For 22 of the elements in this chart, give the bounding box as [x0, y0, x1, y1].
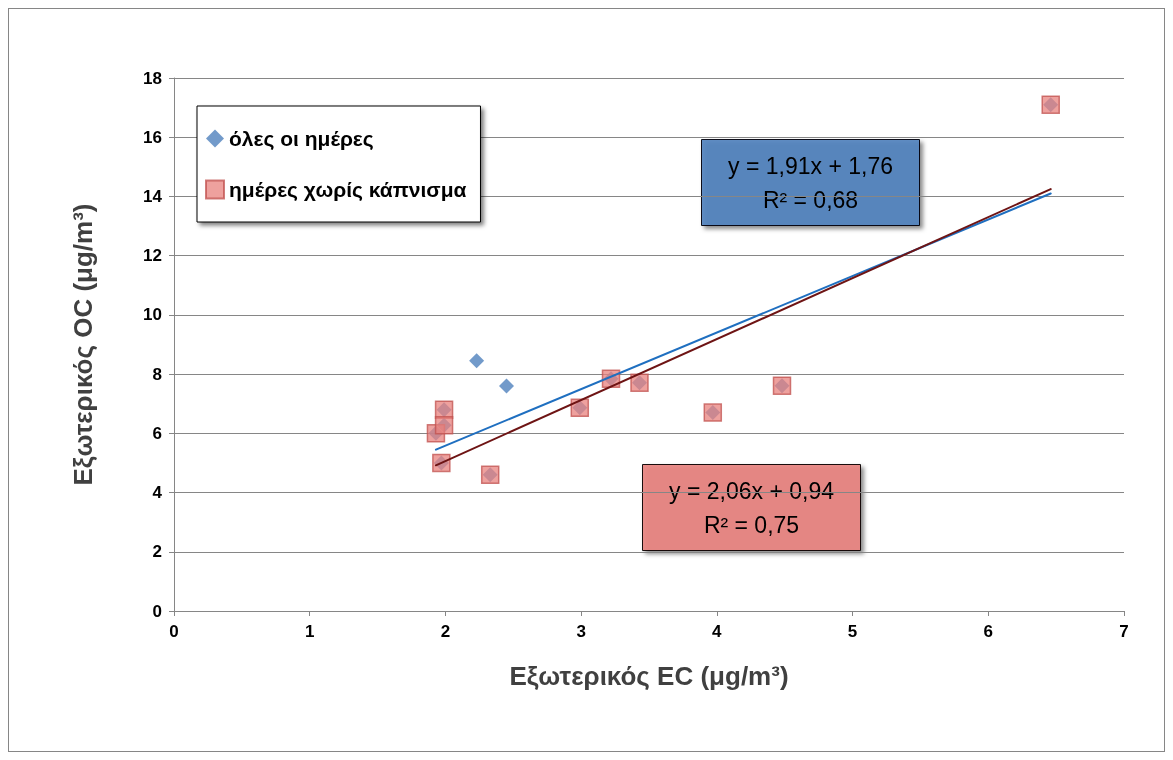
x-tick-label: 1 — [304, 622, 315, 641]
legend-label: όλες οι ημέρες — [229, 127, 374, 151]
x-tick-label: 7 — [1119, 622, 1129, 641]
x-tick-label: 0 — [169, 622, 179, 641]
x-tick-label: 4 — [712, 622, 723, 641]
y-tick-label: 10 — [143, 305, 162, 325]
x-tick-label: 2 — [440, 622, 451, 641]
y-tick-label: 16 — [143, 127, 162, 147]
y-tick-label: 6 — [152, 423, 162, 443]
y-axis-title: Εξωτερικός OC (μg/m³) — [68, 203, 98, 486]
y-tick-label: 2 — [152, 542, 162, 562]
y-tick-label: 0 — [152, 601, 162, 621]
x-tick-label: 3 — [576, 622, 586, 641]
y-tick-label: 4 — [152, 483, 163, 503]
x-axis-title: Εξωτερικός EC (μg/m³) — [509, 661, 789, 691]
y-tick-label: 14 — [143, 186, 163, 206]
y-tick-label: 12 — [143, 246, 162, 266]
x-tick-label: 6 — [983, 622, 994, 641]
y-tick-label: 18 — [143, 68, 162, 88]
legend-label: ημέρες χωρίς κάπνισμα — [229, 178, 467, 202]
y-tick-label: 8 — [152, 364, 162, 384]
x-tick-label: 5 — [847, 622, 858, 641]
